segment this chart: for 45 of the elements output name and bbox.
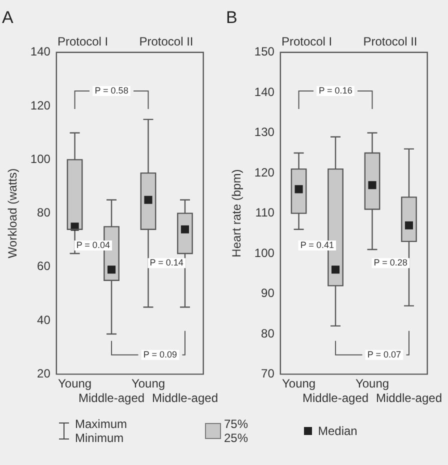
text: 75% <box>224 417 250 431</box>
x-tick-label: Middle-aged <box>78 391 145 406</box>
text: Protocol I <box>57 34 108 49</box>
y-axis-title: Workload (watts) <box>6 168 20 258</box>
y-tick-label: 70 <box>261 366 275 381</box>
annotation: P = 0.04 <box>76 240 110 250</box>
y-tick-label: 140 <box>254 84 275 99</box>
annotation: P = 0.58 <box>94 86 128 96</box>
text: 25% <box>224 431 250 445</box>
text: Minimum <box>75 431 125 445</box>
text: Protocol II <box>139 34 194 49</box>
x-tick-label: Middle-aged <box>302 391 369 406</box>
y-tick-label: 60 <box>37 259 51 274</box>
annotation: P = 0.14 <box>150 258 184 268</box>
y-tick-label: 80 <box>261 326 275 340</box>
y-tick-label: 100 <box>254 246 275 260</box>
x-tick-label: Middle-aged <box>152 391 218 406</box>
y-tick-label: 20 <box>37 366 51 381</box>
y-tick-label: 90 <box>261 286 275 300</box>
annotation: P = 0.09 <box>143 349 178 360</box>
x-tick-label: Middle-aged <box>376 391 442 406</box>
x-tick-label: Young <box>355 376 390 391</box>
y-axis-title: Heart rate (bpm) <box>230 169 244 258</box>
chart-title: A <box>2 8 14 27</box>
y-tick-label: 120 <box>254 165 275 180</box>
y-tick-label: 130 <box>254 125 275 140</box>
text: Median <box>318 424 358 438</box>
y-tick-label: 110 <box>255 206 275 220</box>
annotation: P = 0.28 <box>374 258 408 268</box>
annotation: P = 0.07 <box>367 349 402 360</box>
chart-title: B <box>226 8 238 27</box>
y-tick-label: 120 <box>30 98 51 112</box>
text: Protocol II <box>363 34 418 49</box>
annotation: P = 0.41 <box>300 240 334 250</box>
text: Maximum <box>75 417 128 431</box>
y-tick-label: 100 <box>30 152 51 166</box>
y-tick-label: 140 <box>30 44 51 59</box>
text: Protocol I <box>281 34 332 49</box>
y-tick-label: 150 <box>254 44 275 59</box>
y-tick-label: 80 <box>37 206 51 220</box>
x-tick-label: Young <box>131 376 166 391</box>
x-tick-label: Young <box>58 376 92 391</box>
y-tick-label: 40 <box>37 312 51 327</box>
annotation: P = 0.16 <box>318 86 352 96</box>
x-tick-label: Young <box>282 376 316 391</box>
